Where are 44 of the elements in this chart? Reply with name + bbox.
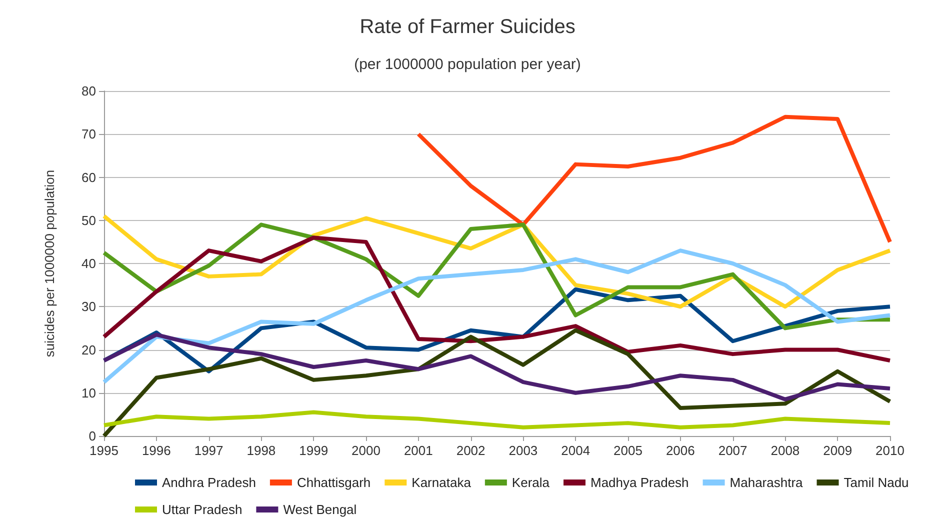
y-axis-title: suicides per 1000000 population [42,170,57,358]
line-series [102,222,892,330]
legend-label: Madhya Pradesh [590,475,689,490]
line-series [102,410,892,430]
y-tick-label: 0 [88,428,96,444]
legend-label: Andhra Pradesh [162,475,256,490]
x-tick-label: 2008 [770,443,800,458]
x-tick-label: 2001 [404,443,433,458]
x-tick-label: 2004 [561,443,590,458]
line-series [102,248,892,384]
y-tick-label: 60 [82,170,96,185]
y-tick-label: 70 [82,126,96,142]
x-tick-label: 2000 [352,443,380,458]
y-tick-label: 80 [82,84,96,98]
x-tick-label: 2007 [718,443,748,458]
y-tick-label: 20 [82,342,96,358]
x-tick-label: 1999 [299,443,328,458]
x-tick-label: 1995 [90,443,118,458]
legend-label: Maharashtra [730,475,804,490]
line-series [102,236,892,363]
x-tick-label: 2010 [876,443,904,458]
x-tick-label: 2003 [508,443,538,458]
line-series [416,114,892,244]
y-tick-label: 40 [82,256,96,271]
y-tick-label: 10 [82,385,96,400]
chart-title: Rate of Farmer Suicides [360,16,576,38]
legend-label: Tamil Nadu [844,475,909,490]
y-tick-label: 50 [82,212,96,228]
x-tick-label: 2006 [666,443,695,458]
legend-label: Chhattisgarh [296,475,371,490]
line-series [102,214,892,309]
x-tick-label: 2009 [823,443,852,458]
x-tick-label: 2002 [456,443,486,458]
line-series [102,332,892,402]
x-tick-label: 1996 [142,443,171,458]
legend-label: Karnataka [412,475,472,490]
x-tick-label: 2005 [614,443,642,458]
chart-subtitle: (per 1000000 population per year) [354,56,581,73]
legend-label: Kerala [512,475,550,490]
y-tick-label: 30 [82,299,96,314]
legend-label: Uttar Pradesh [162,502,242,517]
x-tick-label: 1998 [246,443,276,458]
legend-label: West Bengal [283,502,357,517]
x-tick-label: 1997 [194,443,224,458]
